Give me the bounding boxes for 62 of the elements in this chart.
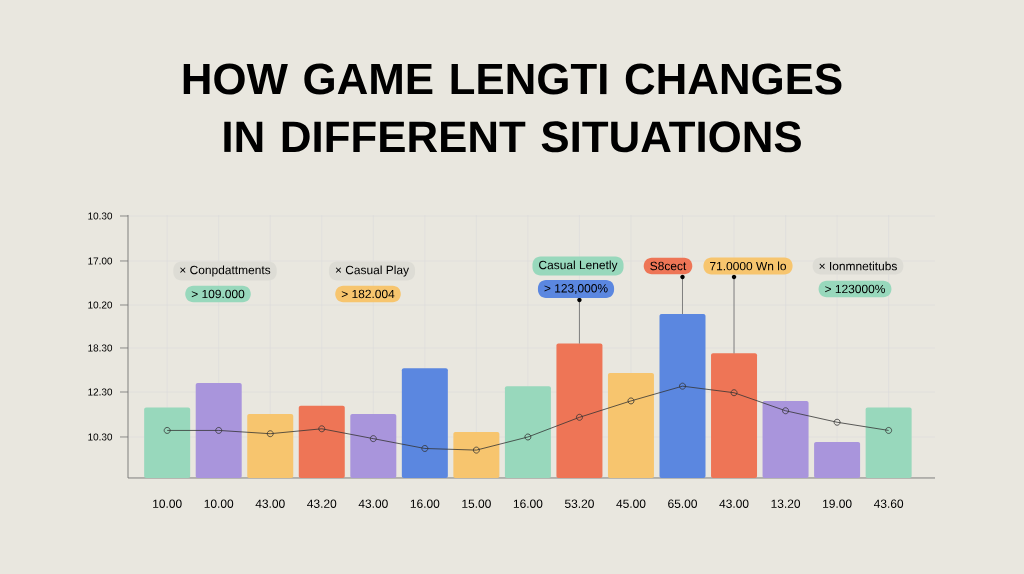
bar (195, 382, 242, 478)
x-tick-label: 43.00 (719, 499, 749, 508)
x-tick-label: 10.00 (153, 499, 182, 508)
x-tick-label: 43.20 (307, 499, 337, 508)
point (679, 382, 686, 390)
bar (298, 405, 345, 478)
x-tick-label: 43.60 (873, 499, 904, 508)
text: > 109.000 (191, 289, 245, 299)
point (782, 407, 789, 415)
x-tick-label: 10.00 (204, 499, 234, 508)
text: × Conpdattments (180, 265, 271, 277)
text: 12.30 (88, 388, 113, 396)
point (215, 427, 223, 434)
point (730, 389, 738, 397)
point (318, 425, 326, 433)
point (833, 418, 841, 426)
bar (144, 407, 191, 478)
point (369, 435, 377, 443)
bar (762, 400, 809, 478)
point (472, 446, 480, 454)
bar (247, 414, 294, 478)
text: 17.00 (88, 257, 113, 265)
x-tick-label: 43.00 (255, 499, 285, 508)
text: 10.30 (88, 212, 113, 220)
bar (865, 407, 912, 478)
text: × Casual Play (335, 265, 410, 277)
bar (659, 314, 706, 478)
text: > 123000% (825, 284, 885, 294)
point (885, 427, 893, 434)
x-tick-label: 16.00 (410, 499, 440, 508)
x-tick-label: 13.20 (771, 499, 801, 508)
x-tick-label: 65.00 (668, 499, 697, 508)
bar (504, 386, 551, 478)
point (421, 445, 429, 452)
x-tick-label: 16.00 (513, 499, 543, 508)
text: > 123,000% (544, 284, 608, 294)
x-tick-label: 53.20 (564, 499, 594, 508)
bar (814, 441, 861, 478)
point (627, 397, 635, 405)
point (266, 430, 274, 438)
bar (607, 373, 654, 478)
bar (350, 414, 397, 478)
text: S8cect (650, 261, 687, 271)
bar (711, 353, 758, 478)
text: 10.30 (88, 433, 113, 441)
point (524, 433, 532, 441)
bar (453, 432, 500, 478)
text: > 182.004 (341, 289, 395, 299)
point (576, 413, 583, 421)
point (163, 427, 171, 434)
text: 10.20 (88, 301, 113, 309)
text: 71.0000 Wn lo (710, 261, 787, 271)
x-tick-label: 43.00 (358, 499, 388, 508)
text: × Ionmnetitubs (819, 261, 897, 271)
text: Casual Lenetly (539, 260, 618, 272)
bar (556, 343, 603, 478)
text: 18.30 (88, 344, 113, 352)
bar (401, 368, 448, 478)
x-tick-label: 15.00 (462, 499, 491, 508)
x-tick-label: 45.00 (616, 499, 646, 508)
x-tick-label: 19.00 (823, 499, 852, 508)
chart-title: HOW GAME LENGTI CHANGES IN DIFFERENT SITUATIONS (183, 63, 842, 153)
